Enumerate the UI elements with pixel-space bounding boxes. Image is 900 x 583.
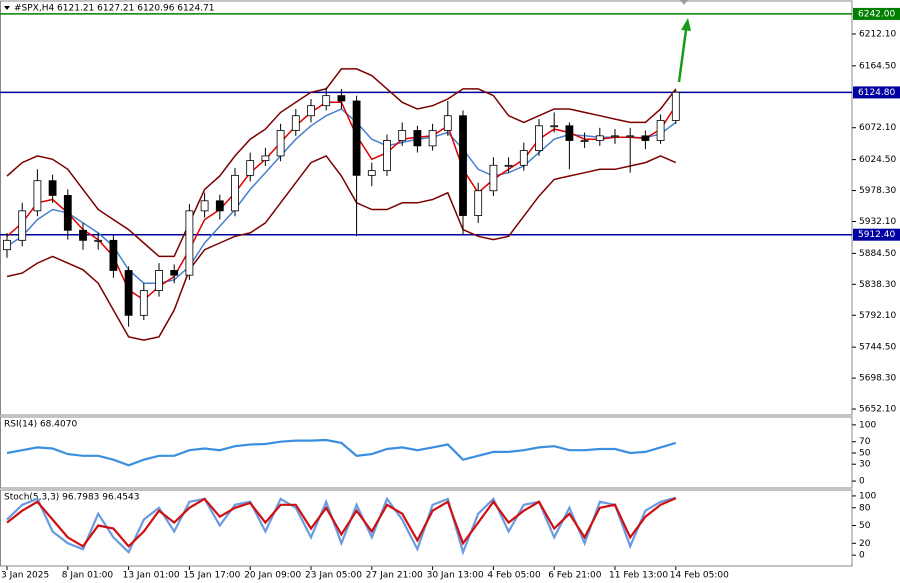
y-tick-label: 6164.50 <box>859 61 896 71</box>
panel-title: Stoch(5,3,3) 96.7983 96.4543 <box>4 493 139 503</box>
y-tick-label: 20 <box>859 539 871 549</box>
candle-body <box>413 130 422 147</box>
y-tick-label: 100 <box>859 491 876 501</box>
indicator-line <box>6 154 677 341</box>
y-tick-label: 6072.10 <box>859 123 896 133</box>
indicator-line <box>6 497 677 548</box>
y-tick-label: 70 <box>859 437 871 447</box>
panel-frame <box>0 0 853 416</box>
candle-body <box>109 239 118 271</box>
candle-body <box>94 239 103 242</box>
candle-body <box>3 239 11 251</box>
candle-body <box>504 164 513 167</box>
candle-body <box>352 100 361 176</box>
menu-arrow[interactable] <box>4 6 10 10</box>
arrow-head <box>681 18 691 31</box>
candle-body <box>565 125 574 141</box>
y-tick-label: 5978.30 <box>859 186 896 196</box>
candle-body <box>33 180 42 212</box>
candle-body <box>291 115 300 131</box>
x-tick-label: 8 Jan 01:00 <box>62 571 114 581</box>
candle-body <box>261 155 270 162</box>
candle-body <box>641 135 650 141</box>
candle-body <box>185 210 194 276</box>
y-tick-label: 5792.10 <box>859 311 896 321</box>
candle-body <box>398 130 407 141</box>
candle-body <box>611 135 619 138</box>
candle-body <box>671 91 680 121</box>
y-tick-label: 80 <box>859 503 871 513</box>
candle-body <box>535 125 543 151</box>
x-tick-label: 14 Feb 05:00 <box>670 571 729 581</box>
y-tick-label: 5838.30 <box>859 280 896 290</box>
candle-body <box>459 115 467 216</box>
chart-title: #SPX,H4 6121.21 6127.21 6120.96 6124.71 <box>14 4 215 14</box>
y-tick-label: 6024.50 <box>859 155 896 165</box>
candle-body <box>215 200 224 212</box>
candle-body <box>656 120 665 141</box>
x-tick-label: 11 Feb 13:00 <box>609 571 668 581</box>
x-tick-label: 13 Jan 01:00 <box>123 571 180 581</box>
level-tag <box>853 7 900 20</box>
candle-body <box>246 160 255 176</box>
candle-body <box>276 130 285 157</box>
candle-body <box>580 140 589 142</box>
candle-body <box>307 105 315 117</box>
x-tick-label: 3 Jan 2025 <box>1 571 49 581</box>
candle-body <box>48 180 57 196</box>
level-tag <box>853 228 900 241</box>
candle-body <box>550 125 559 128</box>
y-tick-label: 0 <box>859 477 865 487</box>
y-tick-label: 50 <box>859 521 871 531</box>
panel-title: RSI(14) 68.4070 <box>4 420 77 430</box>
x-tick-label: 6 Feb 21:00 <box>548 571 602 581</box>
candle-body <box>489 164 498 192</box>
y-tick-label: 5744.50 <box>859 343 896 353</box>
candle-body <box>63 195 72 231</box>
x-tick-label: 27 Jan 21:00 <box>366 571 423 581</box>
indicator-line <box>6 68 677 258</box>
x-tick-label: 30 Jan 13:00 <box>427 571 484 581</box>
level-label: 5912.40 <box>858 230 895 240</box>
candle-body <box>337 95 346 102</box>
candle-body <box>322 95 331 107</box>
level-tag <box>853 86 900 99</box>
y-tick-label: 5884.50 <box>859 249 896 259</box>
candle-body <box>155 270 163 291</box>
candle-body <box>231 174 239 212</box>
panel-frame <box>0 489 853 567</box>
x-tick-label: 20 Jan 09:00 <box>244 571 301 581</box>
y-tick-label: 30 <box>859 460 871 470</box>
level-label: 6124.80 <box>858 88 895 98</box>
candle-body <box>428 130 437 147</box>
candle-body <box>200 200 209 212</box>
y-tick-label: 5932.10 <box>859 217 896 227</box>
candle-body <box>18 210 27 241</box>
y-tick-label: 5698.30 <box>859 374 896 384</box>
candle-body <box>595 135 604 141</box>
x-tick-label: 4 Feb 05:00 <box>487 571 541 581</box>
y-tick-label: 100 <box>859 420 876 430</box>
candle-body <box>170 270 179 276</box>
candle-body <box>443 115 452 131</box>
indicator-line <box>6 438 677 467</box>
level-label: 6242.00 <box>858 9 895 19</box>
arrow-shaft <box>677 29 688 83</box>
y-tick-label: 50 <box>859 448 871 458</box>
candle-body <box>367 170 376 176</box>
candle-body <box>519 150 528 166</box>
candle-body <box>139 290 148 316</box>
y-tick-label: 6212.10 <box>859 29 896 39</box>
candle-body <box>79 229 87 241</box>
candle-body <box>124 270 133 316</box>
y-tick-label: 0 <box>859 551 865 561</box>
y-tick-label: 5652.10 <box>859 405 896 415</box>
candle-body <box>383 140 391 172</box>
candle-body <box>626 135 635 138</box>
candle-body <box>474 190 483 216</box>
x-tick-label: 15 Jan 17:00 <box>183 571 240 581</box>
x-tick-label: 23 Jan 05:00 <box>305 571 362 581</box>
